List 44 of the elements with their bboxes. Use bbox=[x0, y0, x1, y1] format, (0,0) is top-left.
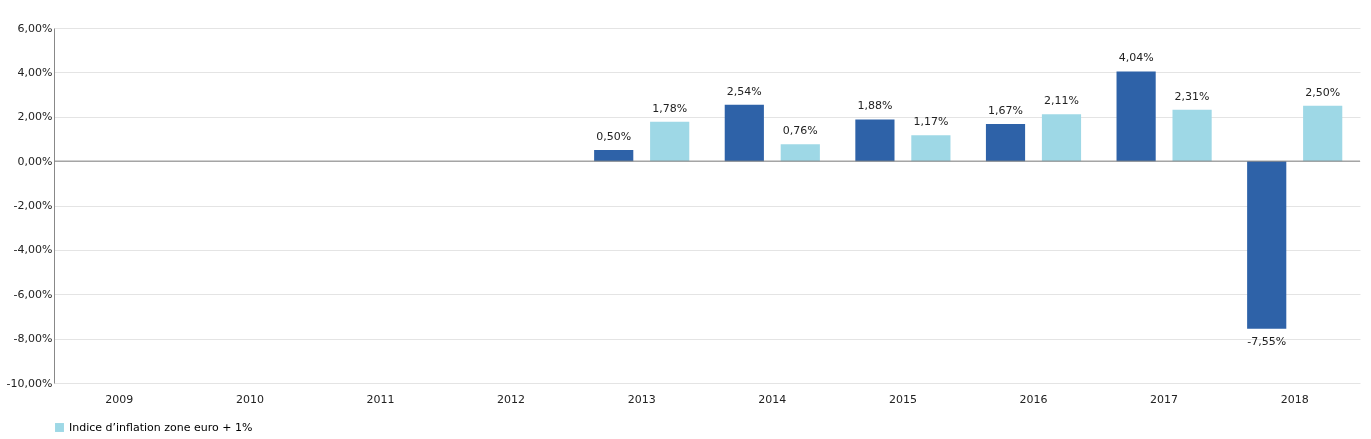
data-label: 0,76% bbox=[782, 124, 818, 138]
y-tick-label: -2,00% bbox=[13, 199, 53, 212]
y-tick-label: -10,00% bbox=[6, 376, 53, 390]
legend-label: Indice d’inflation zone euro + 1% bbox=[69, 420, 253, 434]
y-tick-label: 6,00% bbox=[17, 21, 53, 35]
x-tick-label: 2013 bbox=[627, 392, 656, 406]
x-tick-label: 2014 bbox=[758, 392, 787, 406]
y-tick-label: 4,00% bbox=[17, 65, 53, 79]
bar bbox=[985, 124, 1026, 162]
data-label: 1,88% bbox=[857, 99, 893, 113]
bar bbox=[780, 144, 820, 162]
data-label: 1,67% bbox=[988, 104, 1023, 118]
bar bbox=[1303, 105, 1343, 162]
bar bbox=[1116, 71, 1156, 162]
x-tick-label: 2016 bbox=[1019, 392, 1048, 406]
bar bbox=[855, 119, 895, 162]
data-label: 2,31% bbox=[1174, 89, 1210, 103]
data-label: 2,54% bbox=[726, 84, 762, 98]
y-tick-label: 2,00% bbox=[17, 110, 53, 124]
bar bbox=[1247, 161, 1287, 329]
bar bbox=[594, 150, 634, 162]
x-tick-label: 2015 bbox=[888, 392, 917, 406]
x-tick-label: 2012 bbox=[497, 392, 526, 406]
data-label: 0,50% bbox=[596, 130, 632, 144]
data-label: 2,11% bbox=[1044, 94, 1079, 108]
x-tick-label: 2009 bbox=[105, 392, 134, 406]
x-tick-label: 2010 bbox=[235, 392, 264, 406]
bar bbox=[1041, 114, 1082, 162]
y-tick-label: 0,00% bbox=[17, 154, 53, 168]
data-label: -7,55% bbox=[1247, 334, 1287, 348]
y-tick-label: -4,00% bbox=[13, 243, 53, 257]
bar bbox=[724, 104, 764, 162]
data-label: 4,04% bbox=[1118, 51, 1154, 65]
x-tick-label: 2017 bbox=[1150, 392, 1179, 406]
bar bbox=[911, 135, 951, 162]
data-label: 1,78% bbox=[652, 101, 688, 115]
x-tick-label: 2011 bbox=[366, 392, 395, 406]
data-label: 1,17% bbox=[913, 115, 949, 129]
bar bbox=[650, 121, 690, 162]
bar bbox=[1172, 109, 1212, 162]
data-label: 2,50% bbox=[1305, 85, 1341, 99]
y-tick-label: -6,00% bbox=[13, 287, 53, 301]
x-tick-label: 2018 bbox=[1280, 392, 1309, 406]
y-tick-label: -8,00% bbox=[13, 332, 53, 346]
